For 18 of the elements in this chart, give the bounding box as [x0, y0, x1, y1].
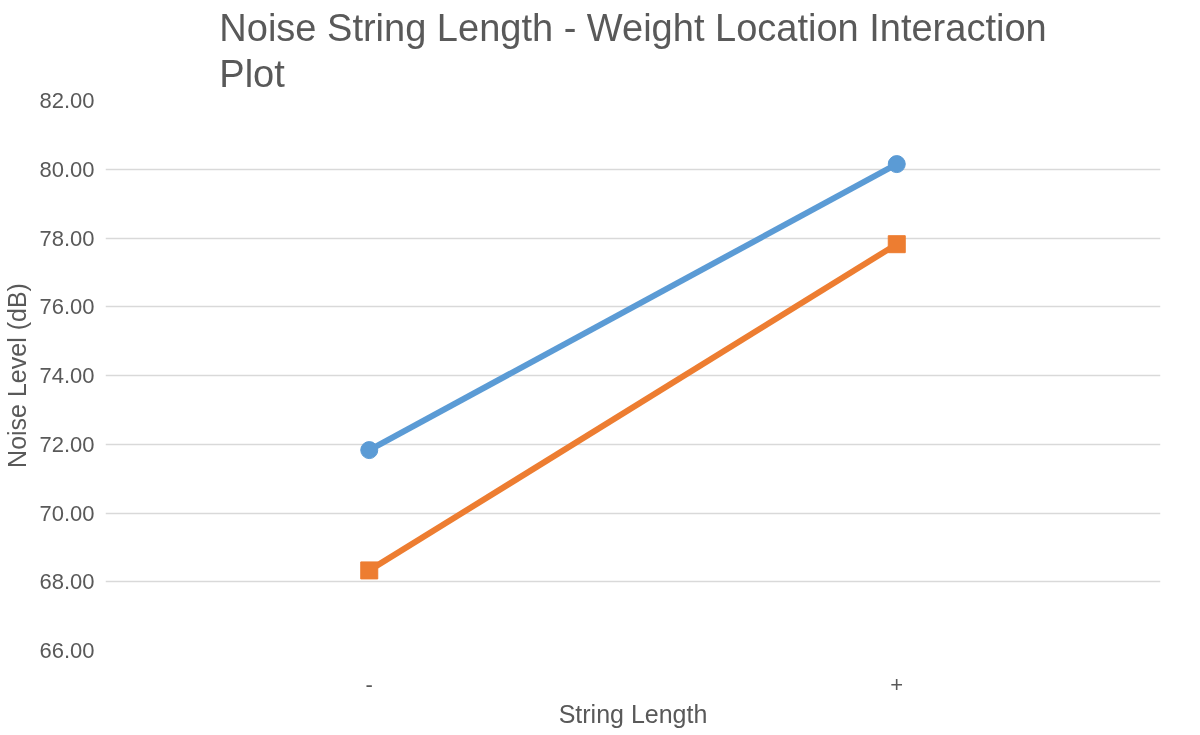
- y-tick-label: 74.00: [39, 363, 95, 388]
- y-axis-title: Noise Level (dB): [3, 283, 32, 468]
- x-axis-title: String Length: [558, 699, 708, 728]
- point: [360, 561, 379, 580]
- x-tick-label: +: [890, 671, 904, 697]
- point: [887, 235, 906, 254]
- chart-title: Noise String Length - Weight Location Interaction Plot: [219, 7, 1047, 96]
- point: [360, 441, 379, 460]
- y-tick-label: 82.00: [39, 88, 95, 113]
- y-tick-label: 70.00: [39, 500, 95, 526]
- x-tick-label: -: [365, 671, 373, 697]
- y-tick-label: 80.00: [39, 156, 95, 182]
- y-tick-label: 76.00: [39, 294, 95, 320]
- y-tick-label: 68.00: [39, 569, 95, 595]
- y-tick-label: 72.00: [39, 431, 95, 457]
- y-tick-label: 66.00: [39, 638, 95, 663]
- y-tick-label: 78.00: [39, 225, 95, 251]
- point: [887, 155, 906, 174]
